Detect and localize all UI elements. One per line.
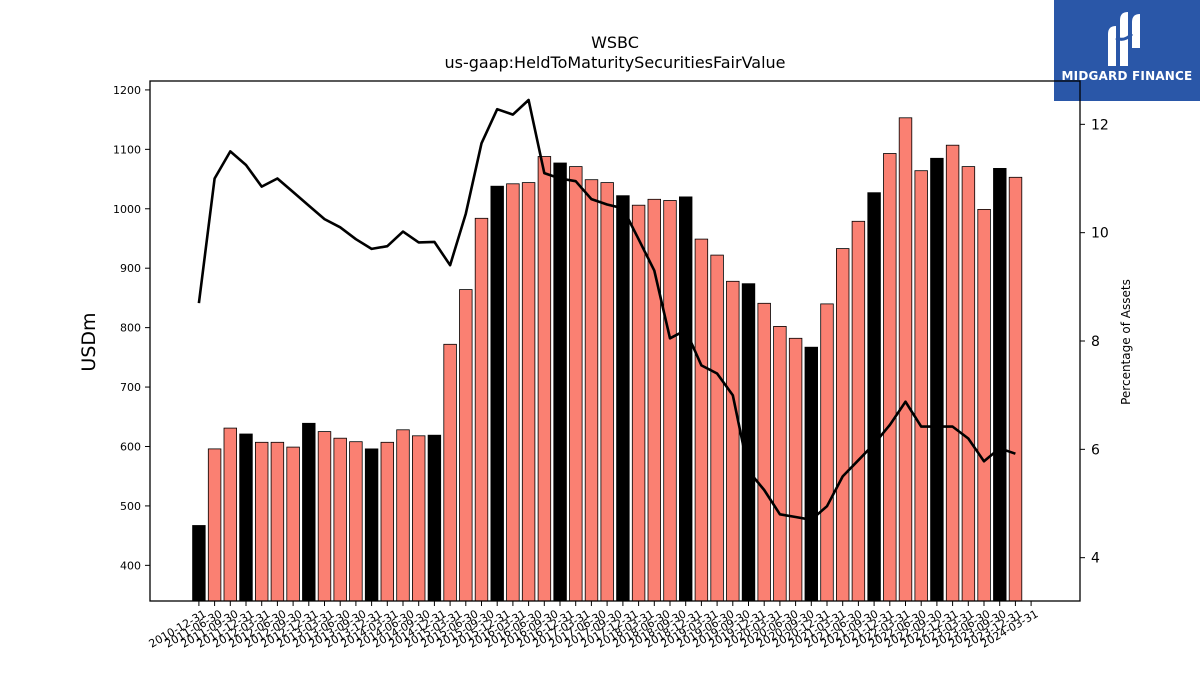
bar	[239, 433, 253, 602]
x-axis: 2010-12-312011-06-302011-09-302011-12-31…	[147, 601, 1041, 651]
bar	[254, 441, 269, 602]
y2-tick-label: 8	[1091, 334, 1100, 350]
bar	[317, 431, 332, 602]
bar	[898, 117, 913, 602]
bar	[726, 280, 740, 602]
y2-axis-label: Percentage of Assets	[1119, 279, 1133, 405]
y-tick-label: 400	[120, 559, 141, 572]
bar	[302, 422, 316, 602]
percentage-line	[197, 98, 1016, 522]
bar	[977, 208, 991, 602]
bar	[411, 435, 426, 602]
plot-frame	[149, 80, 1081, 602]
bar	[773, 325, 787, 602]
y-axis-left: 400 500 600 700 800 900 1000 1100 1200	[113, 84, 150, 572]
bar	[396, 429, 410, 602]
chart-title: WSBC	[591, 33, 639, 52]
bar	[364, 448, 379, 602]
bar	[427, 434, 442, 602]
y2-tick-label: 4	[1091, 551, 1100, 567]
bar	[945, 144, 960, 602]
y-tick-label: 1000	[113, 203, 141, 216]
y-axis-right: 4 6 8 10 12	[1080, 117, 1109, 567]
bar	[600, 182, 614, 602]
bar	[883, 153, 897, 602]
bar	[207, 448, 222, 602]
bar	[349, 441, 363, 602]
y-tick-label: 700	[120, 381, 141, 394]
y2-tick-label: 12	[1091, 117, 1109, 133]
chart-subtitle: us-gaap:HeldToMaturitySecuritiesFairValu…	[444, 53, 785, 72]
bar	[537, 156, 552, 602]
bar	[710, 254, 724, 602]
midgard-logo-icon	[1108, 12, 1140, 66]
y-tick-label: 800	[120, 322, 141, 335]
bar	[820, 303, 834, 602]
line-series	[197, 98, 1016, 522]
bar	[490, 185, 504, 602]
y-tick-label: 900	[120, 262, 141, 275]
y2-tick-label: 6	[1091, 442, 1100, 458]
bar	[679, 196, 693, 602]
bar	[192, 525, 206, 602]
bar	[521, 182, 536, 602]
bar	[333, 437, 347, 602]
bar	[443, 343, 457, 602]
brand-name: MIDGARD FINANCE	[1061, 69, 1193, 83]
bar	[223, 427, 238, 602]
y2-tick-label: 10	[1091, 226, 1109, 242]
bar	[553, 162, 567, 602]
y-tick-label: 500	[120, 500, 141, 513]
brand-logo: MIDGARD FINANCE	[1054, 0, 1200, 101]
bar	[788, 337, 803, 602]
bar	[1008, 176, 1023, 602]
bar	[741, 283, 756, 602]
bar	[584, 179, 599, 602]
y-tick-label: 600	[120, 440, 141, 453]
bar	[836, 248, 850, 602]
bar-series	[192, 117, 1023, 602]
bar	[286, 446, 300, 602]
bar	[270, 441, 285, 602]
bar	[867, 192, 881, 602]
bar	[569, 166, 583, 602]
y-axis-label: USDm	[78, 312, 100, 371]
y-tick-label: 1200	[113, 84, 141, 97]
bar	[914, 170, 928, 602]
bar	[757, 302, 771, 602]
bar	[616, 195, 630, 602]
bar	[380, 441, 395, 602]
bar	[506, 183, 520, 602]
bar	[804, 346, 819, 602]
bar	[961, 166, 976, 602]
bar	[459, 289, 473, 602]
bar	[694, 238, 709, 602]
bar	[663, 200, 677, 602]
bar	[993, 167, 1007, 602]
bar	[474, 217, 489, 602]
y-tick-label: 1100	[113, 143, 141, 156]
bar	[851, 220, 866, 602]
bar	[930, 157, 944, 602]
bar	[631, 204, 646, 602]
